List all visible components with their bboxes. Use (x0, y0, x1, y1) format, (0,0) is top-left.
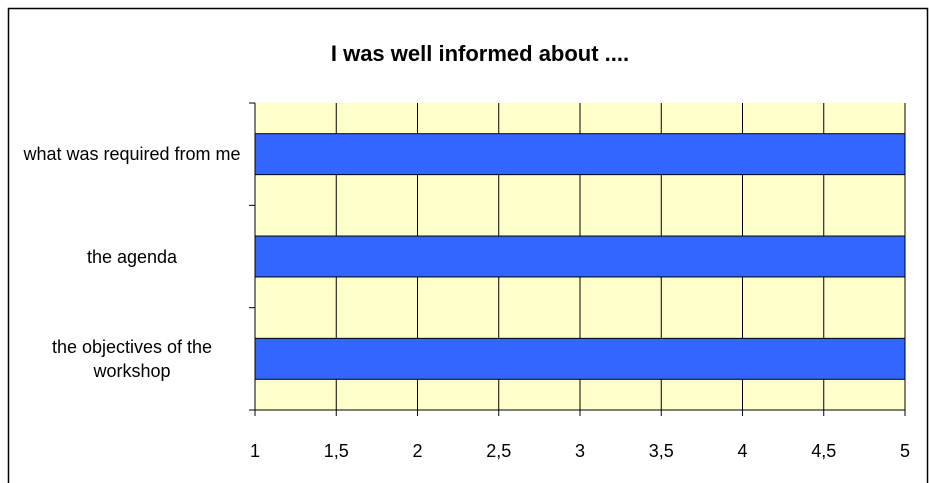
x-tick-label: 2,5 (486, 441, 511, 461)
y-tick-label: what was required from me (23, 144, 241, 165)
x-tick-label: 1,5 (324, 441, 349, 461)
x-tick-label: 2 (412, 441, 422, 461)
bar (254, 235, 906, 278)
x-tick-label: 1 (250, 441, 260, 461)
y-tick-label: the objectives of the workshop (51, 336, 213, 381)
y-tick-label: the agenda (86, 246, 178, 267)
chart-title: I was well informed about .... (331, 41, 629, 66)
x-tick-label: 5 (900, 441, 910, 461)
x-tick-label: 4,5 (811, 441, 836, 461)
bar (254, 133, 906, 176)
bar (254, 337, 906, 380)
x-tick-label: 3 (575, 441, 585, 461)
x-tick-label: 3,5 (649, 441, 674, 461)
x-tick-label: 4 (737, 441, 747, 461)
